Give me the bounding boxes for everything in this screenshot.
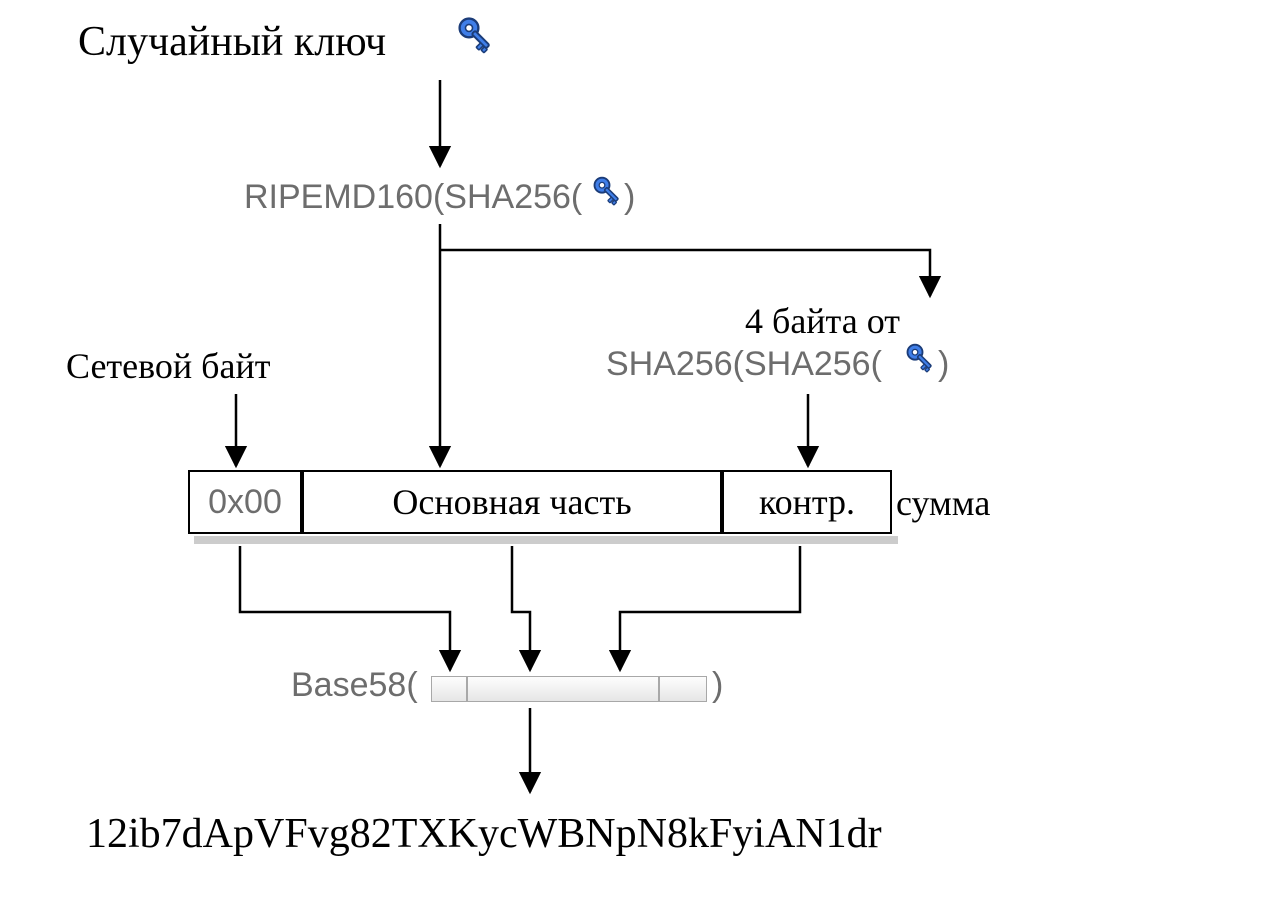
key-icon xyxy=(582,174,622,219)
key-icon xyxy=(895,341,935,386)
sha-label: SHA256(SHA256( xyxy=(606,345,882,384)
network-byte-label: Сетевой байт xyxy=(66,345,270,387)
box-main: Основная часть xyxy=(302,470,722,534)
four-bytes-label: 4 байта от xyxy=(745,300,900,342)
result-address: 12ib7dApVFvg82TXKycWBNpN8kFyiAN1dr xyxy=(86,810,882,858)
base58-close: ) xyxy=(712,666,723,705)
box-checksum: контр. xyxy=(722,470,892,534)
ripemd-label: RIPEMD160(SHA256( xyxy=(244,178,582,217)
box-0x00-text: 0x00 xyxy=(208,483,282,522)
checksum-after: сумма xyxy=(896,482,990,524)
ripemd-pre: RIPEMD160(SHA256( xyxy=(244,178,582,216)
base58-label: Base58( xyxy=(291,666,418,705)
box-0x00: 0x00 xyxy=(188,470,302,534)
sha-close: ) xyxy=(938,345,949,384)
smallbox-1 xyxy=(431,676,467,702)
box-main-text: Основная часть xyxy=(392,481,631,523)
random-key-label: Случайный ключ xyxy=(78,18,386,66)
ripemd-close: ) xyxy=(624,178,635,217)
box-checksum-text: контр. xyxy=(759,481,855,523)
smallbox-2 xyxy=(467,676,659,702)
key-icon xyxy=(444,14,494,69)
smallbox-3 xyxy=(659,676,707,702)
box-row-shadow xyxy=(194,536,898,544)
